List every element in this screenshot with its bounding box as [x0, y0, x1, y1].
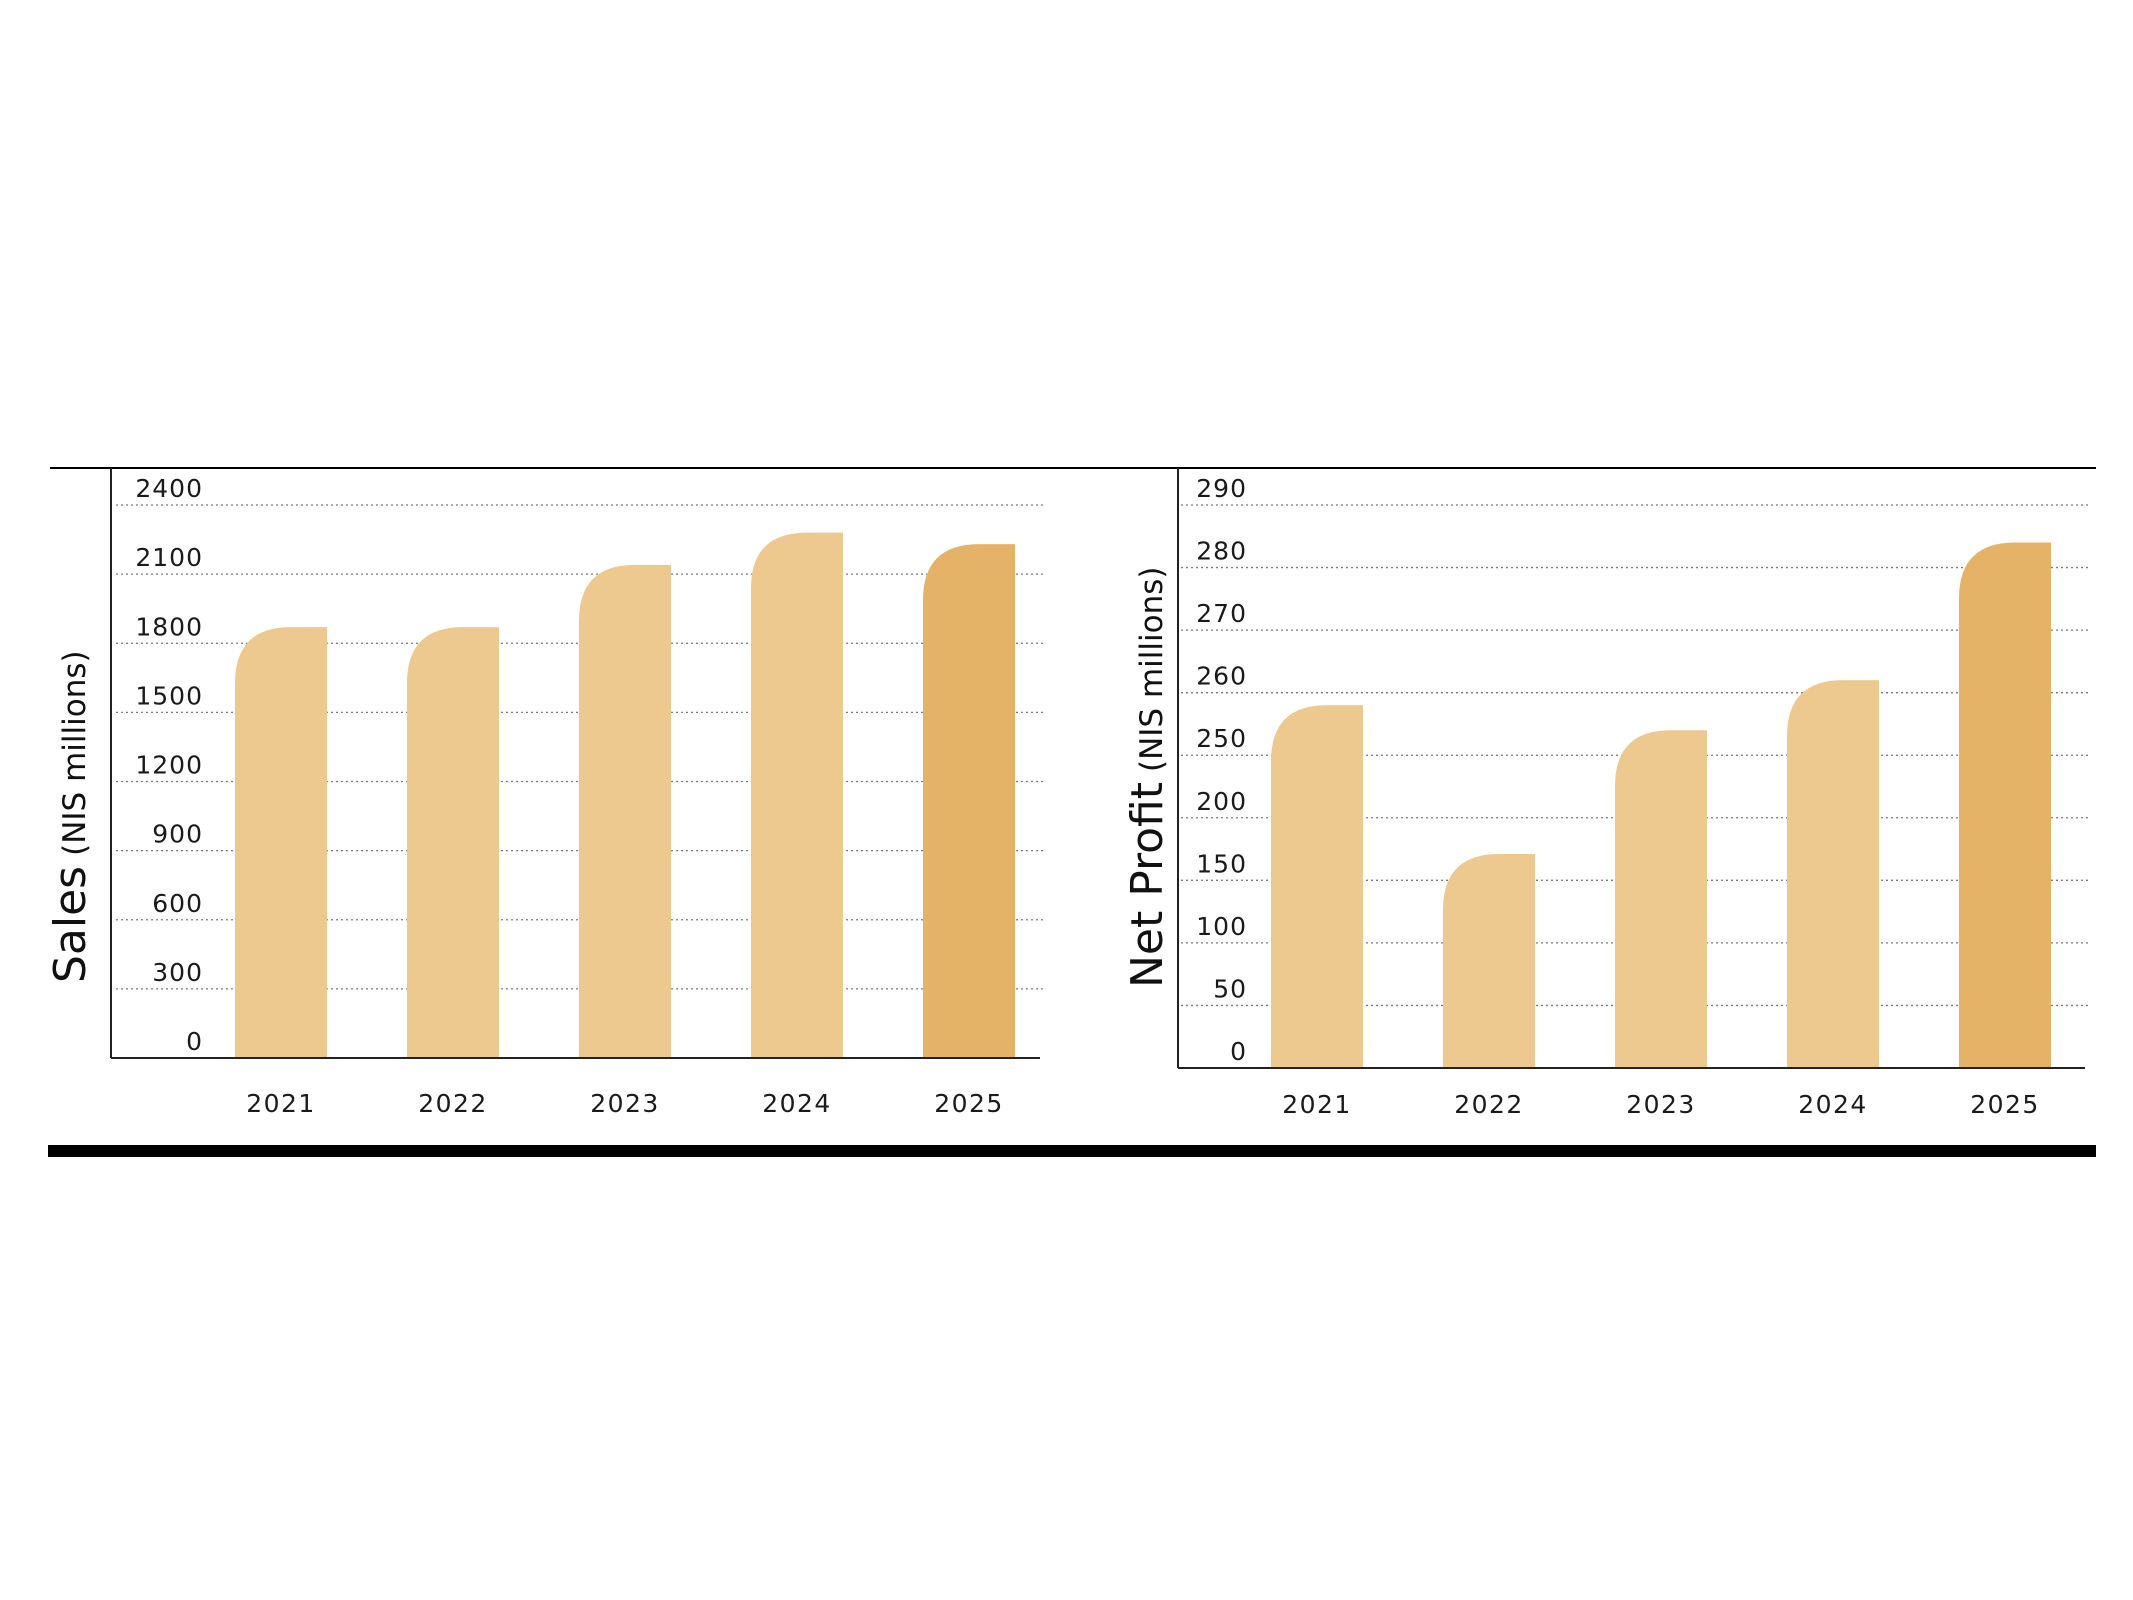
bar-2024 — [1787, 680, 1879, 1068]
y-tick-label: 100 — [1196, 912, 1247, 941]
x-tick-label: 2024 — [1798, 1090, 1868, 1119]
x-tick-label: 2025 — [1970, 1090, 2040, 1119]
y-axis-label-unit: (NIS millions) — [57, 650, 93, 855]
x-tick-label: 2022 — [418, 1089, 488, 1118]
bar-2025 — [1959, 542, 2051, 1068]
y-axis-label-main: Net Profit — [1122, 782, 1173, 988]
y-tick-label: 2400 — [135, 474, 203, 503]
y-tick-label: 150 — [1196, 849, 1247, 878]
y-tick-label: 260 — [1196, 662, 1247, 691]
y-tick-label: 1500 — [135, 681, 203, 710]
y-tick-label: 900 — [152, 820, 203, 849]
y-tick-label: 250 — [1196, 724, 1247, 753]
bar-2024 — [751, 532, 843, 1058]
net-profit-chart: 0 50 100 150 200 250 260 270 280 290 2021 2022 2023 2… — [1122, 468, 2090, 1119]
bar-2023 — [579, 564, 671, 1058]
bar-2021 — [235, 627, 327, 1058]
y-tick-label: 300 — [152, 958, 203, 987]
x-tick-label: 2025 — [934, 1089, 1004, 1118]
x-tick-label: 2021 — [246, 1089, 316, 1118]
x-tick-label: 2023 — [590, 1089, 660, 1118]
bar-2021 — [1271, 705, 1363, 1068]
y-tick-label: 200 — [1196, 787, 1247, 816]
bar-2025 — [923, 544, 1015, 1058]
y-tick-label: 50 — [1213, 974, 1247, 1003]
y-axis-label: Sales (NIS millions) — [45, 650, 96, 983]
x-tick-label: 2024 — [762, 1089, 832, 1118]
y-tick-label: 290 — [1196, 474, 1247, 503]
x-tick-label: 2021 — [1282, 1090, 1352, 1119]
y-axis-label: Net Profit (NIS millions) — [1122, 567, 1173, 988]
y-tick-label: 1200 — [135, 751, 203, 780]
y-tick-label: 600 — [152, 889, 203, 918]
y-tick-label: 0 — [186, 1027, 203, 1056]
y-axis-label-main: Sales — [45, 866, 96, 983]
bar-2022 — [407, 627, 499, 1058]
x-tick-label: 2023 — [1626, 1090, 1696, 1119]
y-tick-label: 0 — [1230, 1037, 1247, 1066]
x-tick-label: 2022 — [1454, 1090, 1524, 1119]
y-axis-label-unit: (NIS millions) — [1134, 567, 1170, 772]
y-tick-label: 270 — [1196, 599, 1247, 628]
y-tick-label: 1800 — [135, 612, 203, 641]
sales-chart: 0 300 600 900 1200 1500 1800 2100 2400 2021 2022 20… — [45, 468, 1045, 1118]
bar-2022 — [1443, 854, 1535, 1068]
bar-2023 — [1615, 730, 1707, 1068]
y-tick-label: 280 — [1196, 537, 1247, 566]
y-tick-label: 2100 — [135, 543, 203, 572]
